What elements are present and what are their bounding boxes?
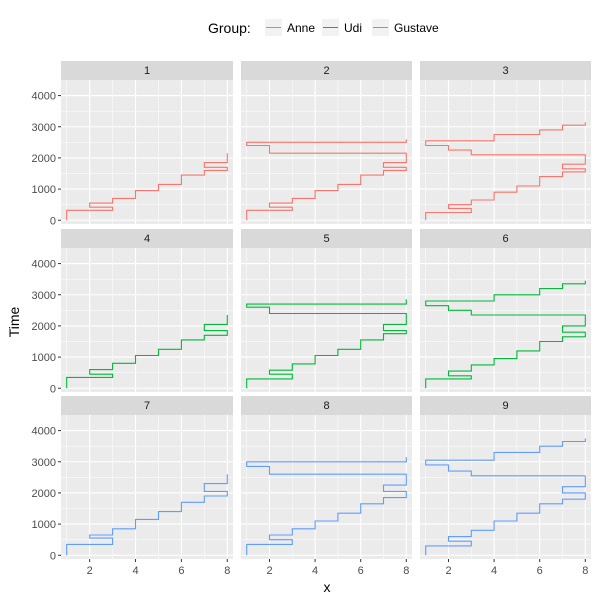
facet-panel-3: 3 (420, 61, 591, 224)
series-line-anne-2 (246, 139, 407, 158)
facet-strip-label: 9 (502, 400, 508, 412)
series-line-gustave-1 (246, 475, 407, 556)
facet-strip (241, 229, 412, 248)
series-line-gustave-1 (66, 474, 228, 556)
series-line-udi-1 (66, 315, 228, 389)
x-tick-label: 2 (87, 565, 93, 577)
legend: Group: Anne Udi Gustave (208, 19, 439, 36)
legend-title: Group: (208, 20, 251, 36)
legend-label-anne: Anne (287, 21, 315, 35)
facet-strip-label: 3 (502, 65, 508, 77)
x-tick-label: 4 (312, 565, 318, 577)
facet-strip (61, 229, 233, 248)
y-tick-label: 4000 (32, 426, 56, 438)
facet-panel-9: 9 2 4 6 8 (420, 396, 591, 577)
panel-background (61, 80, 233, 224)
facet-strip-label: 8 (323, 400, 329, 412)
y-tick-label: 1000 (32, 352, 56, 364)
series-line-udi-1 (425, 316, 586, 389)
facet-panel-5: 5 (241, 229, 412, 392)
y-tick-label: 3000 (32, 122, 56, 134)
x-tick-label: 8 (224, 565, 230, 577)
y-tick-label: 0 (50, 215, 56, 227)
x-tick-label: 6 (358, 565, 364, 577)
y-tick-label: 1000 (32, 519, 56, 531)
facet-strip-label: 1 (144, 65, 150, 77)
facet-panels: 1 0 1000 2000 3000 4000 2 3 4 0 1000 2000 3000 4000 5 6… (32, 61, 591, 577)
legend-label-gustave: Gustave (394, 21, 439, 35)
panel-background (61, 415, 233, 559)
panel-background (420, 248, 591, 392)
series-line-udi-1 (246, 319, 407, 389)
y-tick-label: 0 (50, 383, 56, 395)
y-tick-label: 2000 (32, 321, 56, 333)
y-tick-label: 3000 (32, 457, 56, 469)
x-tick-label: 8 (403, 565, 409, 577)
facet-strip-label: 5 (323, 233, 329, 245)
legend-label-udi: Udi (344, 21, 362, 35)
facet-panel-6: 6 (420, 229, 591, 392)
x-axis-title: x (324, 579, 331, 595)
y-tick-label: 4000 (32, 91, 56, 103)
facet-strip (61, 396, 233, 415)
x-tick-label: 4 (132, 565, 138, 577)
series-line-gustave-2 (246, 457, 407, 476)
facet-panel-1: 1 0 1000 2000 3000 4000 (32, 61, 233, 227)
facet-strip-label: 6 (502, 233, 508, 245)
panel-background (61, 248, 233, 392)
y-tick-label: 4000 (32, 259, 56, 271)
facet-strip (61, 61, 233, 80)
y-tick-label: 3000 (32, 290, 56, 302)
facet-strip (420, 61, 591, 80)
facet-strip-label: 4 (144, 233, 150, 245)
x-tick-label: 6 (178, 565, 184, 577)
y-tick-label: 1000 (32, 184, 56, 196)
series-line-gustave-1 (425, 475, 586, 556)
panel-background (420, 80, 591, 224)
facet-panel-2: 2 (241, 61, 412, 224)
x-tick-label: 2 (266, 565, 272, 577)
x-tick-label: 8 (582, 565, 588, 577)
x-tick-label: 2 (445, 565, 451, 577)
facet-panel-8: 8 2 4 6 8 (241, 396, 412, 577)
series-line-anne-2 (425, 122, 586, 158)
y-tick-label: 2000 (32, 153, 56, 165)
series-line-anne-1 (425, 157, 586, 221)
series-line-anne-1 (246, 157, 407, 221)
series-line-udi-2 (425, 280, 586, 317)
facet-strip-label: 2 (323, 65, 329, 77)
facet-strip (420, 229, 591, 248)
series-line-gustave-2 (425, 438, 586, 477)
series-line-anne-1 (66, 153, 228, 221)
y-axis-title: Time (6, 306, 22, 337)
x-tick-label: 6 (537, 565, 543, 577)
facet-strip (241, 396, 412, 415)
panel-background (241, 80, 412, 224)
facet-strip (420, 396, 591, 415)
facet-strip (241, 61, 412, 80)
facet-strip-label: 7 (144, 400, 150, 412)
series-line-udi-2 (246, 299, 407, 320)
y-tick-label: 0 (50, 550, 56, 562)
panel-background (241, 248, 412, 392)
panel-background (241, 415, 412, 559)
x-tick-label: 4 (491, 565, 497, 577)
y-tick-label: 2000 (32, 488, 56, 500)
facet-panel-7: 7 0 1000 2000 3000 4000 2 4 6 8 (32, 396, 233, 577)
facet-panel-4: 4 0 1000 2000 3000 4000 (32, 229, 233, 395)
